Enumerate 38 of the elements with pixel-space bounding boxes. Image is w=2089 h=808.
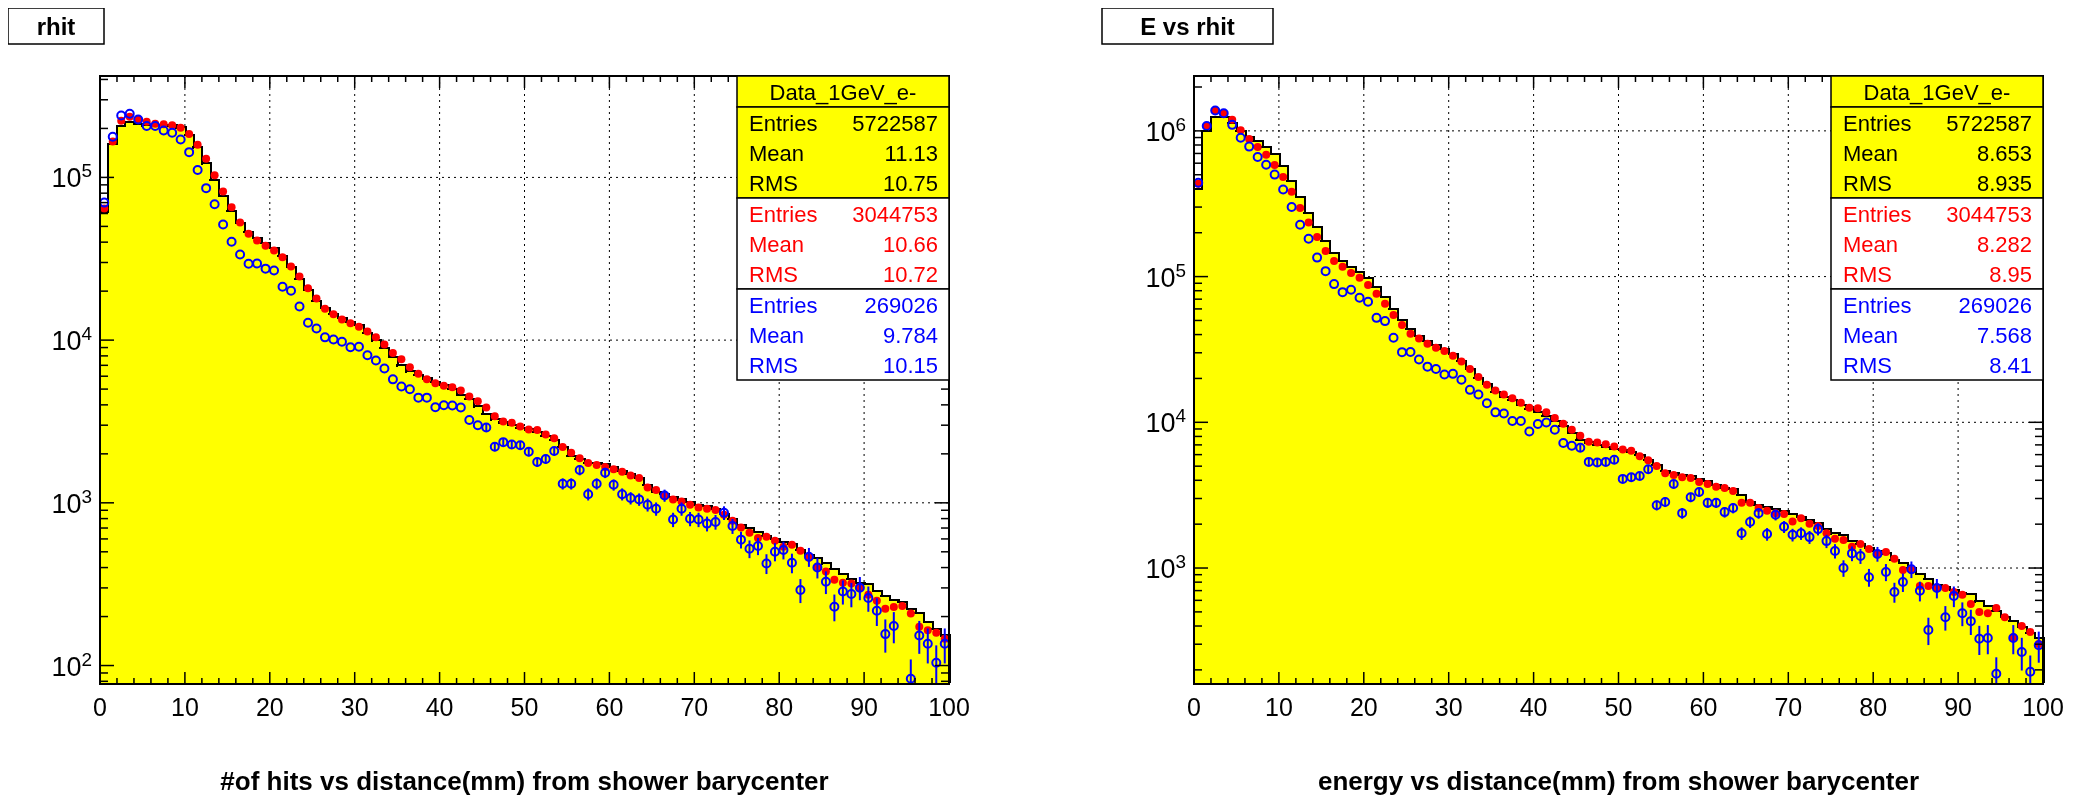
x-tick-label: 60	[595, 693, 624, 721]
y-tick-label: 10$^{4}$	[1145, 404, 1186, 439]
x-tick-label: 80	[1859, 693, 1888, 721]
x-tick-label: 20	[255, 693, 284, 721]
x-tick-label: 30	[340, 693, 369, 721]
x-tick-label: 30	[1434, 693, 1463, 721]
x-tick-label: 50	[1604, 693, 1633, 721]
y-tick-label: 10$^{5}$	[1145, 259, 1186, 293]
x-tick-label: 40	[1519, 693, 1548, 721]
y-tick-label: 10$^{5}$	[51, 159, 92, 194]
x-tick-label: 10	[1264, 693, 1293, 721]
x-tick-label: 90	[850, 693, 879, 721]
y-tick-label: 10$^{3}$	[51, 485, 92, 519]
x-tick-label: 50	[510, 693, 539, 721]
x-tick-label: 0	[93, 693, 107, 721]
x-tick-label: 100	[928, 693, 970, 721]
x-tick-label: 10	[170, 693, 199, 721]
stats-box: Data_1GeV_e- Entries 5722587 Mean 8.653 RMS 8.935 Entries 3044753 Mean 8.282 RMS 8.95 Entries 269026 Mean 7.568 RMS 8.41	[1830, 75, 2044, 381]
stats-box: Data_1GeV_e- Entries 5722587 Mean 11.13 RMS 10.75 Entries 3044753 Mean 10.66 RMS 10.72 Entries 269026 Mean 9.784 RMS 10.15	[736, 75, 950, 381]
x-axis-title: #of hits vs distance(mm) from shower barycenter	[220, 766, 829, 796]
y-tick-label: 10$^{6}$	[1145, 113, 1186, 147]
x-tick-label: 40	[425, 693, 454, 721]
x-tick-label: 70	[1774, 693, 1803, 721]
y-tick-label: 10$^{2}$	[51, 648, 92, 682]
x-tick-label: 60	[1689, 693, 1718, 721]
chart-title: E vs rhit	[1140, 13, 1235, 40]
x-tick-label: 20	[1349, 693, 1378, 721]
x-axis-title: energy vs distance(mm) from shower barycenter	[1317, 766, 1920, 796]
x-tick-label: 80	[765, 693, 794, 721]
x-tick-label: 0	[1187, 693, 1201, 721]
legend-label: Data_1GeV_e-	[1863, 80, 2011, 105]
x-tick-label: 70	[680, 693, 709, 721]
legend-label: Data_1GeV_e-	[769, 80, 917, 105]
chart-title: rhit	[36, 13, 76, 40]
x-tick-label: 90	[1944, 693, 1973, 721]
x-tick-label: 100	[2022, 693, 2064, 721]
y-tick-label: 10$^{3}$	[1145, 550, 1186, 585]
y-tick-label: 10$^{4}$	[51, 322, 92, 357]
